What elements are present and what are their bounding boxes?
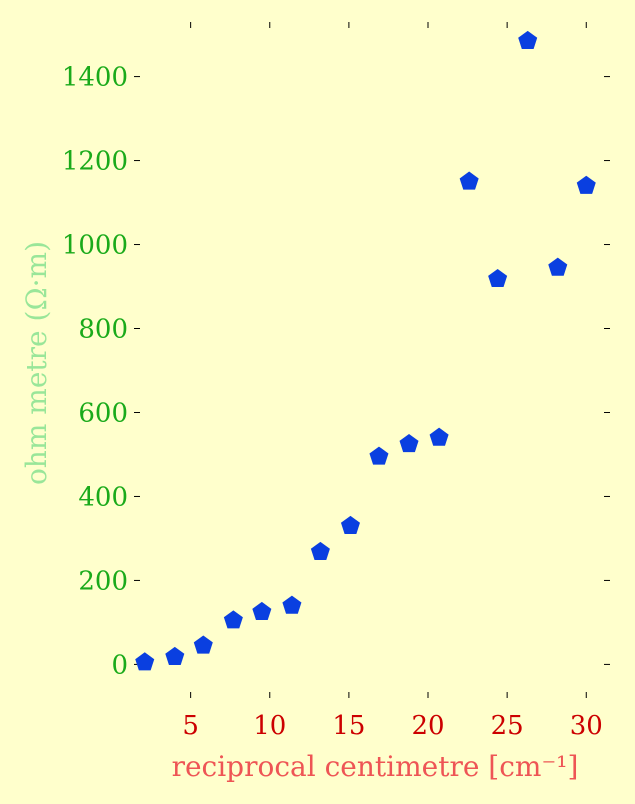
data-point <box>369 446 389 465</box>
tick-labels: 5 10 15 20 25 30 0 200 400 600 800 1000 1200 1400 <box>62 63 603 741</box>
data-point <box>135 652 155 671</box>
data-point <box>399 433 419 453</box>
data-point <box>576 175 596 194</box>
data-point <box>310 541 330 560</box>
y-tick-label: 800 <box>78 315 128 345</box>
axis-ticks <box>134 22 610 698</box>
data-point <box>488 268 508 288</box>
data-points <box>135 30 596 671</box>
x-tick-label: 5 <box>182 711 199 741</box>
y-tick-label: 1400 <box>62 63 128 93</box>
x-tick-label: 10 <box>253 711 286 741</box>
data-point <box>429 427 449 446</box>
data-point <box>340 515 360 534</box>
data-point <box>193 635 213 654</box>
data-point <box>518 30 538 49</box>
data-point <box>252 601 272 621</box>
y-axis-label: ohm metre (Ω·m) <box>20 241 53 485</box>
data-point <box>165 646 185 665</box>
x-tick-label: 20 <box>411 711 444 741</box>
y-tick-label: 400 <box>78 482 128 512</box>
data-point <box>282 595 302 614</box>
y-tick-label: 1200 <box>62 147 128 177</box>
y-tick-label: 200 <box>78 566 128 596</box>
data-point <box>548 257 568 276</box>
y-tick-label: 1000 <box>62 231 128 261</box>
y-tick-label: 0 <box>111 650 128 680</box>
x-tick-label: 25 <box>491 711 524 741</box>
data-point <box>459 171 479 190</box>
y-tick-label: 600 <box>78 398 128 428</box>
data-point <box>223 610 243 629</box>
x-axis-label: reciprocal centimetre [cm⁻¹] <box>172 750 579 783</box>
x-tick-label: 15 <box>332 711 365 741</box>
x-tick-label: 30 <box>570 711 603 741</box>
